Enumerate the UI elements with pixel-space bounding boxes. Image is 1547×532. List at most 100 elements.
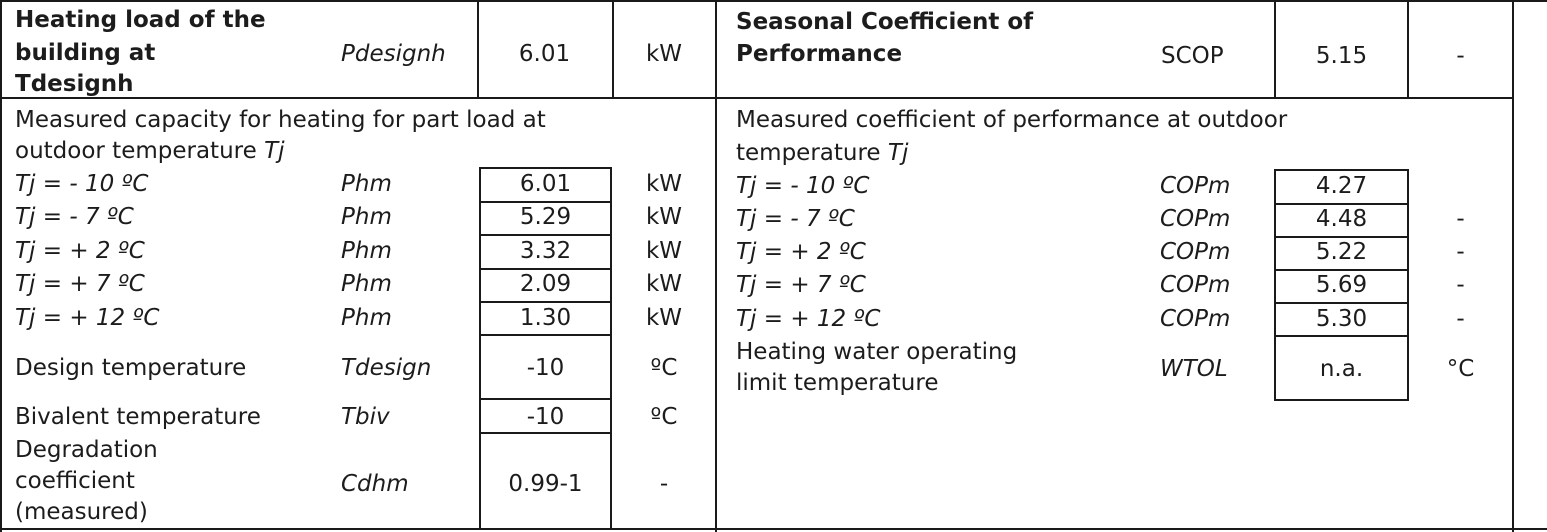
capacity-section-title: outdoor temperature Tj	[15, 138, 285, 164]
wtol-label: limit temperature	[736, 370, 939, 396]
phm-value: 5.29	[519, 204, 572, 230]
condition-label: Tj = + 2 ºC	[15, 238, 145, 264]
phm-symbol: Phm	[341, 305, 392, 331]
center-divider	[715, 0, 717, 532]
phm-unit: kW	[645, 171, 683, 197]
wtol-value: n.a.	[1319, 356, 1364, 382]
copm-symbol: COPm	[1160, 239, 1231, 265]
heating-load-label: Tdesignh	[15, 71, 134, 97]
copm-unit: -	[1456, 272, 1465, 298]
rbox-line	[1274, 203, 1409, 205]
lbox-line	[479, 334, 612, 336]
copm-value: 4.27	[1315, 173, 1368, 199]
rh-divider-2	[1407, 0, 1409, 98]
lbox-line	[479, 268, 612, 270]
wtol-box-bottom	[1274, 399, 1409, 401]
degradation-label: coefficient	[15, 468, 135, 494]
condition-label: Tj = - 7 ºC	[15, 204, 134, 230]
degradation-label: Degradation	[15, 437, 158, 463]
phm-value: 6.01	[519, 171, 572, 197]
condition-label: Tj = + 12 ºC	[15, 305, 160, 331]
design-box-bottom	[479, 398, 612, 400]
copm-symbol: COPm	[1160, 272, 1231, 298]
left-border	[0, 0, 2, 532]
copm-value: 5.30	[1315, 306, 1368, 332]
phm-value: 2.09	[519, 271, 572, 297]
lh-divider-1	[477, 0, 479, 98]
wtol-symbol: WTOL	[1160, 356, 1228, 382]
copm-symbol: COPm	[1160, 306, 1231, 332]
rbox-right-edge	[1407, 169, 1409, 337]
phm-value: 3.32	[519, 238, 572, 264]
cop-section-title: temperature Tj	[736, 140, 909, 166]
cdhm-symbol: Cdhm	[341, 471, 409, 497]
capacity-section-title: Measured capacity for heating for part l…	[15, 107, 546, 133]
heating-load-label: Heating load of the	[15, 7, 266, 33]
copm-symbol: COPm	[1160, 206, 1231, 232]
rbox-left-edge	[1274, 169, 1276, 337]
lbox-line	[479, 234, 612, 236]
scop-label: Seasonal Coefficient of	[736, 9, 1034, 35]
wtol-box-left	[1274, 337, 1276, 401]
copm-unit: -	[1456, 306, 1465, 332]
tbiv-value: -10	[526, 404, 565, 430]
cdh-box-left	[479, 434, 481, 530]
bottom-border	[0, 528, 1547, 530]
degradation-label: (measured)	[15, 499, 148, 525]
cdhm-value: 0.99-1	[508, 471, 583, 497]
condition-label: Tj = + 12 ºC	[736, 306, 881, 332]
rbox-line	[1274, 236, 1409, 238]
rbox-line	[1274, 302, 1409, 304]
phm-symbol: Phm	[341, 271, 392, 297]
wtol-unit: °C	[1446, 356, 1475, 382]
design-temp-label: Design temperature	[15, 355, 247, 381]
header-bottom-border	[0, 97, 1512, 99]
copm-unit: -	[1456, 239, 1465, 265]
bivalent-temp-label: Bivalent temperature	[15, 404, 261, 430]
right-border	[1512, 0, 1514, 532]
condition-label: Tj = - 10 ºC	[15, 171, 149, 197]
phm-unit: kW	[645, 238, 683, 264]
rbox-line	[1274, 169, 1409, 171]
tdesign-symbol: Tdesign	[341, 355, 432, 381]
wtol-label: Heating water operating	[736, 339, 1018, 365]
cop-section-title: Measured coefficient of performance at o…	[736, 107, 1288, 133]
biv-box-left	[479, 400, 481, 434]
phm-symbol: Phm	[341, 238, 392, 264]
lbox-line	[479, 301, 612, 303]
copm-value: 4.48	[1315, 206, 1368, 232]
tbiv-symbol: Tbiv	[341, 404, 390, 430]
copm-value: 5.69	[1315, 272, 1368, 298]
condition-label: Tj = + 7 ºC	[15, 271, 145, 297]
rh-divider-1	[1274, 0, 1276, 98]
pdesignh-value: 6.01	[518, 41, 571, 67]
heating-load-label: building at	[15, 40, 156, 66]
design-box-right	[610, 336, 612, 400]
copm-symbol: COPm	[1160, 173, 1231, 199]
scop-label: Performance	[736, 41, 903, 67]
scop-symbol: SCOP	[1161, 43, 1224, 69]
lh-divider-2	[612, 0, 614, 98]
copm-unit: -	[1456, 206, 1465, 232]
pdesignh-unit: kW	[645, 41, 683, 67]
pdesignh-symbol: Pdesignh	[341, 41, 446, 67]
condition-label: Tj = + 7 ºC	[736, 272, 866, 298]
phm-unit: kW	[645, 305, 683, 331]
lbox-line	[479, 201, 612, 203]
biv-box-right	[610, 400, 612, 434]
cdh-box-right	[610, 434, 612, 530]
phm-unit: kW	[645, 204, 683, 230]
wtol-box-right	[1407, 337, 1409, 401]
tbiv-unit: ºC	[650, 404, 678, 430]
rbox-line	[1274, 269, 1409, 271]
condition-label: Tj = - 10 ºC	[736, 173, 870, 199]
rbox-line	[1274, 335, 1409, 337]
phm-value: 1.30	[519, 305, 572, 331]
lbox-right-edge	[610, 167, 612, 336]
design-box-left	[479, 336, 481, 400]
lbox-left-edge	[479, 167, 481, 336]
condition-label: Tj = + 2 ºC	[736, 239, 866, 265]
copm-value: 5.22	[1315, 239, 1368, 265]
top-border	[0, 0, 1547, 2]
scop-unit: -	[1456, 43, 1465, 69]
